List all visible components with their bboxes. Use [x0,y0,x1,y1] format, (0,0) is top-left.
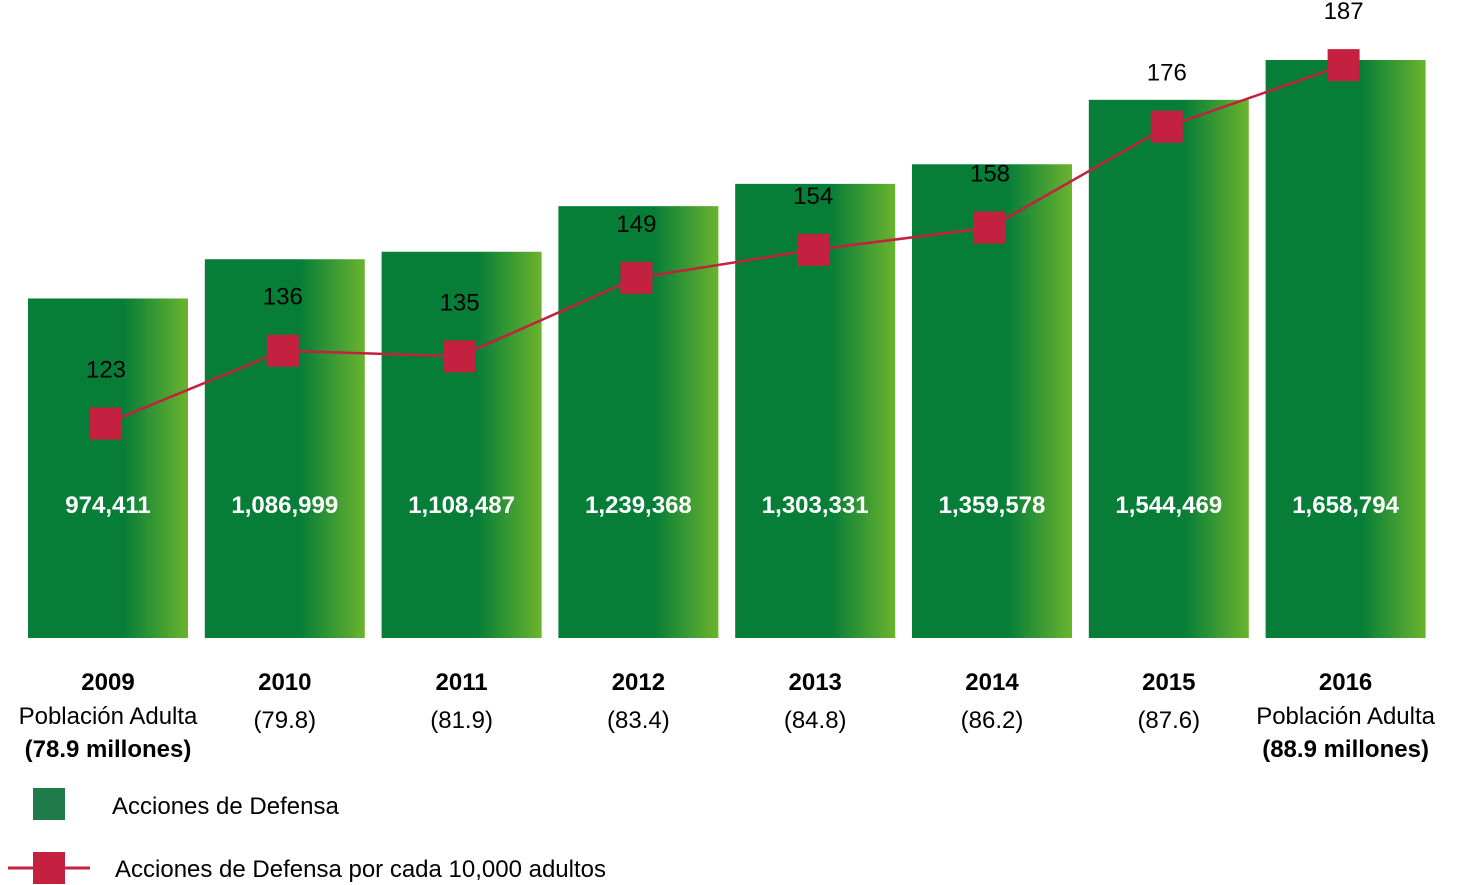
bar-2016 [1265,60,1426,638]
year-label-2011: 2011 [436,669,488,696]
population-value-2010: (79.8) [253,707,316,734]
bar-value-label-2015: 1,544,469 [1115,492,1222,519]
line-marker-2009 [90,407,122,440]
line-value-label-2013: 154 [793,183,833,210]
line-marker-2011 [443,340,476,373]
bar-value-label-2009: 974,411 [65,492,150,519]
line-marker-2013 [797,233,830,266]
year-label-2013: 2013 [789,669,842,696]
line-value-label-2009: 123 [86,357,126,384]
legend-line-marker [33,852,65,884]
population-label-2016: Población Adulta [1256,703,1435,730]
year-label-2012: 2012 [612,669,665,696]
year-label-2015: 2015 [1142,669,1195,696]
line-marker-2014 [974,211,1006,244]
bar-2011 [381,251,542,638]
line-marker-2010 [266,334,299,367]
legend-bar-label: Acciones de Defensa [112,793,339,820]
line-layer [90,49,1360,440]
bar-value-label-2011: 1,108,487 [408,492,515,519]
population-value-2011: (81.9) [430,707,493,734]
population-label-2009: Población Adulta [19,703,198,730]
x-axis-labels: 2009 Población Adulta (78.9 millones) 2010 (… [19,669,1436,763]
bar-2010 [204,259,365,638]
legend-line-label: Acciones de Defensa por cada 10,000 adul… [115,856,606,883]
legend: Acciones de Defensa Acciones de Defensa … [8,788,606,884]
line-value-label-2010: 136 [263,284,303,311]
bar-2015 [1088,99,1249,639]
bar-value-label-2013: 1,303,331 [762,492,869,519]
line-value-label-2016: 187 [1324,0,1364,25]
line-marker-2015 [1150,110,1183,143]
year-label-2014: 2014 [965,669,1019,696]
bar-value-label-2010: 1,086,999 [231,492,338,519]
bar-value-labels: 974,411 1,086,999 1,108,487 1,239,368 1,303,… [65,492,1399,519]
line-value-label-2014: 158 [970,161,1010,188]
line-marker-2012 [620,261,653,294]
bar-2009 [28,298,188,638]
bar-value-label-2014: 1,359,578 [939,492,1046,519]
population-value-2014: (86.2) [961,707,1024,734]
line-marker-2016 [1327,49,1360,82]
bars-layer [28,60,1426,639]
line-value-label-2012: 149 [616,211,656,238]
year-label-2016: 2016 [1319,669,1372,696]
population-value-2015: (87.6) [1137,707,1200,734]
line-value-label-2011: 135 [440,289,480,316]
population-value-2013: (84.8) [784,707,847,734]
population-value-2012: (83.4) [607,707,670,734]
population-value-2009: (78.9 millones) [25,736,192,763]
bar-value-label-2016: 1,658,794 [1292,492,1399,519]
line-value-label-2015: 176 [1147,60,1187,87]
point-value-labels: 123 136 135 149 154 158 176 187 [86,0,1364,384]
bar-value-label-2012: 1,239,368 [585,492,692,519]
line-series [105,63,1345,425]
legend-bar-swatch [33,788,65,820]
population-value-2016: (88.9 millones) [1262,736,1429,763]
year-label-2009: 2009 [81,669,134,696]
year-label-2010: 2010 [258,669,311,696]
